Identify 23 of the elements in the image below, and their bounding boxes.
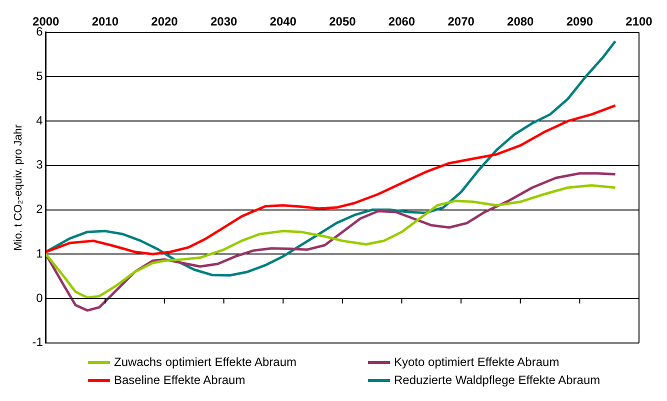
x-tick-label: 2060 xyxy=(388,14,416,29)
x-tick-label: 2050 xyxy=(329,14,356,29)
legend-label: Reduzierte Waldpflege Effekte Abraum xyxy=(394,373,600,387)
legend-label: Baseline Effekte Abraum xyxy=(114,373,246,387)
legend-label: Kyoto optimiert Effekte Abraum xyxy=(394,355,560,369)
x-tick-label: 2070 xyxy=(448,14,475,29)
y-tick-label: 5 xyxy=(36,69,44,84)
x-tick-label: 2020 xyxy=(151,14,178,29)
x-tick-label: 2010 xyxy=(92,14,119,29)
y-tick-label: 6 xyxy=(36,24,44,39)
y-tick-label: 0 xyxy=(36,290,44,305)
y-tick-label: -1 xyxy=(32,335,44,350)
y-tick-label: 1 xyxy=(36,246,44,260)
x-tick-label: 2030 xyxy=(210,14,238,29)
x-tick-label: 2090 xyxy=(566,14,594,29)
y-tick-label: 3 xyxy=(36,158,44,172)
x-tick-label: 2040 xyxy=(270,14,297,29)
y-tick-label: 2 xyxy=(36,202,44,216)
x-tick-label: 2100 xyxy=(626,14,653,29)
legend-label: Zuwachs optimiert Effekte Abraum xyxy=(114,355,297,369)
y-axis-title: Mio. t CO₂-equiv. pro Jahr xyxy=(12,124,25,251)
y-tick-label: 4 xyxy=(36,113,44,128)
x-tick-label: 2080 xyxy=(507,14,534,29)
